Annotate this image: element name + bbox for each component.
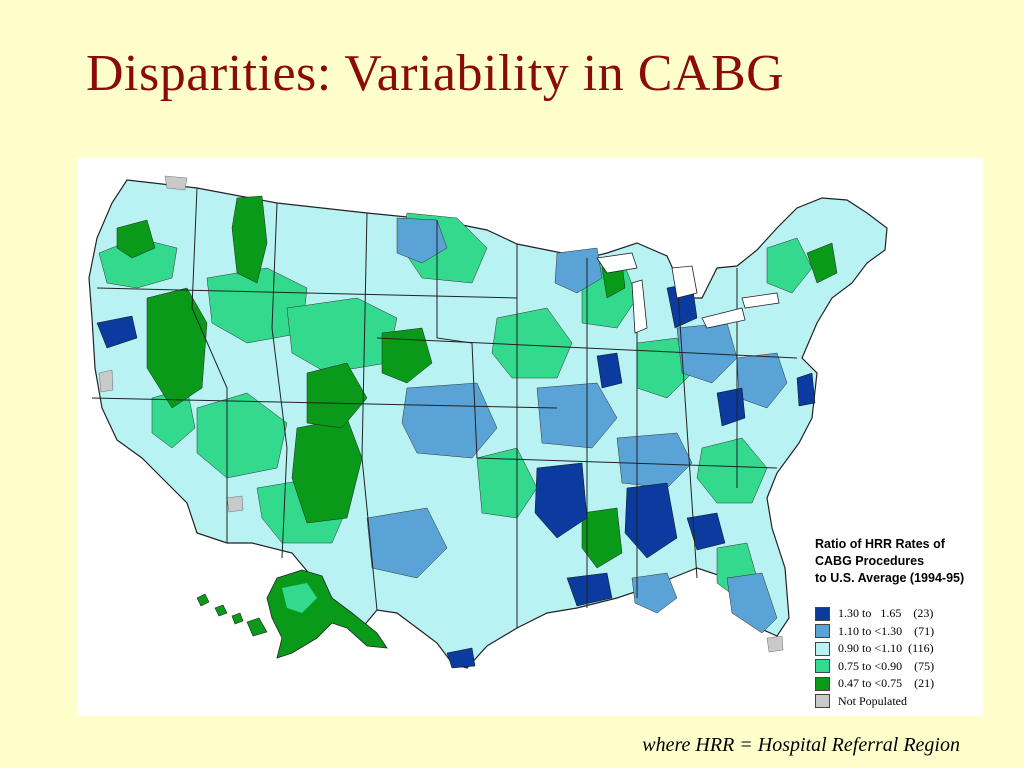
legend-row-not-populated: Not Populated <box>815 693 983 711</box>
legend-swatch-dark-green <box>815 676 830 691</box>
not-populated-regions <box>98 175 784 653</box>
legend-row-light-cyan: 0.90 to <1.10 (116) <box>815 640 983 658</box>
legend-row-dark-green: 0.47 to <0.75 (21) <box>815 675 983 693</box>
legend-items: 1.30 to 1.65 (23) 1.10 to <1.30 (71) 0.9… <box>815 605 983 710</box>
dark-green-regions <box>116 195 838 569</box>
footnote: where HRR = Hospital Referral Region <box>642 734 960 756</box>
medium-blue-regions <box>366 217 788 634</box>
legend-swatch-not-populated <box>815 694 830 709</box>
legend-label: 0.75 to <0.90 (75) <box>838 658 935 673</box>
map-panel: Ratio of HRR Rates of CABG Procedures to… <box>77 158 983 716</box>
legend-label: 1.30 to 1.65 (23) <box>838 606 934 621</box>
alaska-interior <box>282 583 317 613</box>
legend-row-medium-blue: 1.10 to <1.30 (71) <box>815 623 983 641</box>
hawaii <box>196 593 268 637</box>
us-hrr-map <box>88 175 888 669</box>
legend-swatch-light-cyan <box>815 641 830 656</box>
legend-swatch-medium-blue <box>815 624 830 639</box>
slide-title: Disparities: Variability in CABG <box>86 45 785 102</box>
map-legend: Ratio of HRR Rates of CABG Procedures to… <box>815 536 983 710</box>
legend-swatch-dark-blue <box>815 606 830 621</box>
legend-row-dark-blue: 1.30 to 1.65 (23) <box>815 605 983 623</box>
dark-blue-regions <box>96 282 816 669</box>
legend-row-medium-green: 0.75 to <0.90 (75) <box>815 658 983 676</box>
legend-label: 0.90 to <1.10 (116) <box>838 641 934 656</box>
legend-label: Not Populated <box>838 693 907 708</box>
legend-label: 1.10 to <1.30 (71) <box>838 623 935 638</box>
legend-label: 0.47 to <0.75 (21) <box>838 676 935 691</box>
legend-title: Ratio of HRR Rates of CABG Procedures to… <box>815 537 965 585</box>
great-lakes <box>596 252 780 334</box>
legend-swatch-medium-green <box>815 659 830 674</box>
state-boundaries <box>91 187 798 628</box>
